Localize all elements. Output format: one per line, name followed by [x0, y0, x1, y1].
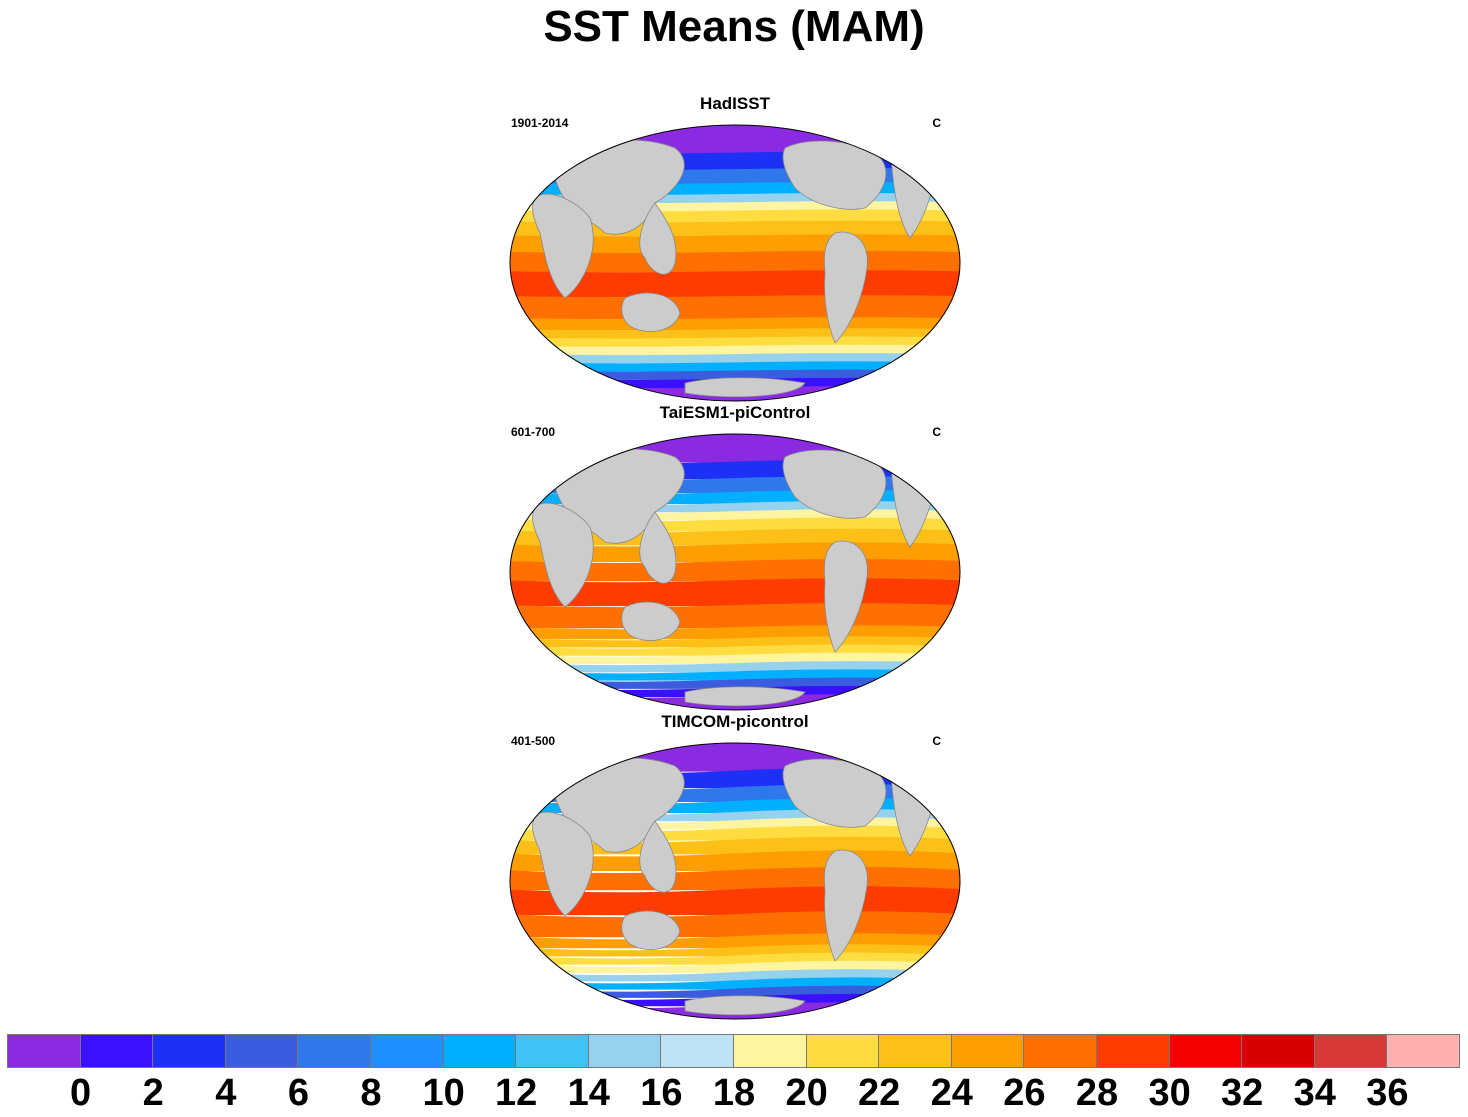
colorbar-box: [224, 1034, 299, 1068]
panel-period: 601-700: [511, 425, 556, 439]
panel-title: HadISST: [700, 94, 770, 113]
colorbar-tick-label: 24: [930, 1072, 973, 1114]
sst-band: [510, 328, 960, 339]
colorbar-box: [950, 1034, 1025, 1068]
colorbar-tick-label: 26: [1003, 1072, 1046, 1114]
sst-band: [510, 603, 960, 629]
sst-band: [510, 361, 960, 372]
colorbar-tick-label: 34: [1293, 1072, 1336, 1114]
panel-period: 1901-2014: [511, 116, 569, 130]
colorbar-box: [297, 1034, 371, 1068]
colorbar-tick-label: 8: [360, 1072, 382, 1114]
sst-band: [510, 369, 960, 380]
panel-title: TaiESM1-piControl: [659, 403, 811, 422]
colorbar-tick-label: 4: [215, 1072, 237, 1114]
colorbar-tick-label: 32: [1221, 1072, 1264, 1114]
colorbar-box: [1386, 1034, 1460, 1068]
sst-band: [510, 344, 960, 356]
panel-title: TIMCOM-picontrol: [661, 712, 809, 731]
land-mass: [782, 758, 887, 828]
land-mass: [782, 140, 887, 210]
panel-units: C: [932, 116, 941, 130]
colorbar-box: [1313, 1034, 1388, 1068]
sst-band: [510, 317, 960, 331]
sst-band: [510, 295, 960, 320]
map-panel-hadisst: HadISST 1901-2014 C: [505, 94, 965, 402]
colorbar-box: [79, 1034, 154, 1068]
map-outline: [509, 124, 961, 402]
sst-band: [510, 336, 960, 347]
land-mass: [684, 995, 806, 1016]
sst-band: [510, 743, 960, 772]
colorbar-box: [587, 1034, 662, 1068]
panel-units: C: [932, 734, 941, 748]
colorbar-box: [1095, 1034, 1170, 1068]
colorbar-box: [1168, 1034, 1243, 1068]
colorbar-box: [369, 1034, 444, 1068]
colorbar-box: [152, 1034, 226, 1068]
map-panel-timcom: TIMCOM-picontrol 401-500 C: [505, 712, 965, 1020]
colorbar-box: [515, 1034, 589, 1068]
panel-units: C: [932, 425, 941, 439]
colorbar-box: [732, 1034, 807, 1068]
colorbar-tick-label: 16: [640, 1072, 683, 1114]
map-panel-taiesm1: TaiESM1-piControl 601-700 C: [505, 403, 965, 711]
sst-map: [509, 124, 961, 402]
colorbar-tick-label: 18: [712, 1072, 756, 1114]
colorbar-box: [442, 1034, 517, 1068]
colorbar-box: [7, 1034, 81, 1068]
colorbar: [7, 1034, 1460, 1068]
colorbar-tick-label: 20: [785, 1072, 828, 1114]
land-mass: [532, 502, 594, 608]
colorbar-box: [1241, 1034, 1315, 1068]
colorbar-box: [1023, 1034, 1097, 1068]
land-mass: [782, 449, 887, 519]
land-mass: [823, 231, 868, 344]
land-mass: [621, 292, 681, 332]
land-mass: [621, 601, 681, 641]
land-mass: [684, 377, 806, 398]
colorbar-tick-label: 12: [495, 1072, 538, 1114]
land-mass: [532, 811, 594, 917]
land-mass: [639, 511, 677, 584]
land-mass: [684, 686, 806, 707]
colorbar-tick-label: 2: [142, 1072, 164, 1114]
sst-map: [509, 742, 961, 1020]
colorbar-box: [660, 1034, 734, 1068]
sst-band: [510, 353, 960, 364]
land-mass: [639, 820, 677, 893]
sst-band: [510, 125, 960, 154]
colorbar-box: [878, 1034, 952, 1068]
land-mass: [621, 910, 681, 950]
map-outline: [509, 433, 961, 711]
panel-period: 401-500: [511, 734, 556, 748]
sst-map: [509, 433, 961, 711]
colorbar-tick-label: 0: [70, 1072, 92, 1114]
land-mass: [639, 202, 677, 275]
colorbar-labels: 0 2 4 6 8 10 12 14 16 18 20 22 24 26 28 30 32 34 36: [0, 1072, 1468, 1117]
sst-band: [510, 434, 960, 463]
colorbar-tick-label: 6: [287, 1072, 309, 1114]
main-title: SST Means (MAM): [543, 2, 925, 51]
colorbar-box: [805, 1034, 880, 1068]
colorbar-tick-label: 14: [567, 1072, 610, 1114]
colorbar-tick-label: 36: [1366, 1072, 1409, 1114]
colorbar-tick-label: 30: [1148, 1072, 1191, 1114]
map-outline: [509, 742, 961, 1020]
land-mass: [532, 193, 594, 299]
colorbar-tick-label: 10: [422, 1072, 465, 1114]
colorbar-tick-label: 28: [1075, 1072, 1119, 1114]
land-mass: [823, 849, 868, 962]
colorbar-tick-label: 22: [858, 1072, 901, 1114]
land-mass: [823, 540, 868, 653]
